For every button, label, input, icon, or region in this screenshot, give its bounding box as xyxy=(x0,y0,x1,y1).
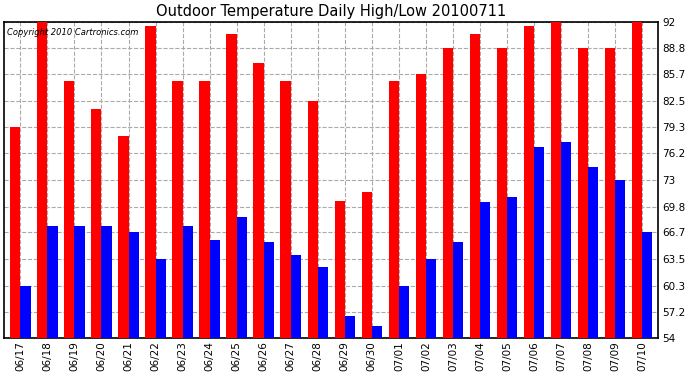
Bar xyxy=(480,202,491,338)
Bar xyxy=(75,226,85,338)
Bar xyxy=(388,81,399,338)
Bar xyxy=(605,48,615,338)
Bar xyxy=(237,217,247,338)
Bar xyxy=(470,34,480,338)
Bar xyxy=(118,136,128,338)
Bar xyxy=(497,48,507,338)
Bar xyxy=(226,34,237,338)
Bar xyxy=(280,81,290,338)
Bar xyxy=(578,48,588,338)
Bar xyxy=(37,22,48,338)
Bar xyxy=(399,286,409,338)
Bar xyxy=(335,201,345,338)
Bar xyxy=(561,142,571,338)
Bar xyxy=(345,316,355,338)
Bar xyxy=(183,226,193,338)
Bar xyxy=(101,226,112,338)
Bar xyxy=(10,128,21,338)
Text: Copyright 2010 Cartronics.com: Copyright 2010 Cartronics.com xyxy=(8,28,139,37)
Bar xyxy=(443,48,453,338)
Bar xyxy=(534,147,544,338)
Bar xyxy=(155,259,166,338)
Bar xyxy=(91,109,101,338)
Bar xyxy=(415,74,426,338)
Bar xyxy=(64,81,75,338)
Bar xyxy=(308,101,318,338)
Bar xyxy=(551,18,561,338)
Title: Outdoor Temperature Daily High/Low 20100711: Outdoor Temperature Daily High/Low 20100… xyxy=(156,4,506,19)
Bar xyxy=(642,232,653,338)
Bar xyxy=(362,192,372,338)
Bar xyxy=(128,232,139,338)
Bar xyxy=(588,168,598,338)
Bar xyxy=(290,255,301,338)
Bar xyxy=(524,26,534,338)
Bar xyxy=(632,22,642,338)
Bar xyxy=(48,226,58,338)
Bar xyxy=(372,326,382,338)
Bar xyxy=(318,267,328,338)
Bar xyxy=(507,196,518,338)
Bar xyxy=(453,242,463,338)
Bar xyxy=(253,63,264,338)
Bar xyxy=(199,81,210,338)
Bar xyxy=(146,26,155,338)
Bar xyxy=(210,240,220,338)
Bar xyxy=(264,242,274,338)
Bar xyxy=(615,180,625,338)
Bar xyxy=(21,286,30,338)
Bar xyxy=(426,259,436,338)
Bar xyxy=(172,81,183,338)
